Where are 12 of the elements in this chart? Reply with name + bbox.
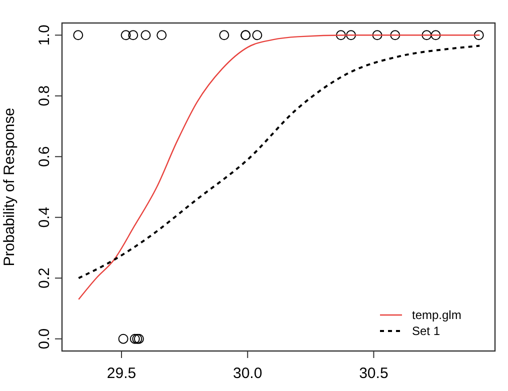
legend-label: Set 1 bbox=[412, 324, 440, 338]
y-tick-label: 1.0 bbox=[36, 24, 53, 46]
x-tick-label: 30.5 bbox=[359, 365, 388, 382]
y-tick-label: 0.8 bbox=[36, 85, 53, 106]
x-tick-label: 30.0 bbox=[233, 365, 262, 382]
y-tick-label: 0.6 bbox=[36, 146, 53, 168]
legend-label: temp.glm bbox=[412, 308, 462, 322]
x-tick-label: 29.5 bbox=[106, 365, 136, 382]
y-tick-label: 0.4 bbox=[36, 206, 53, 228]
y-axis-title: Probability of Response bbox=[1, 108, 18, 266]
y-tick-label: 0.2 bbox=[36, 268, 53, 289]
y-tick-label: 0.0 bbox=[36, 328, 53, 350]
